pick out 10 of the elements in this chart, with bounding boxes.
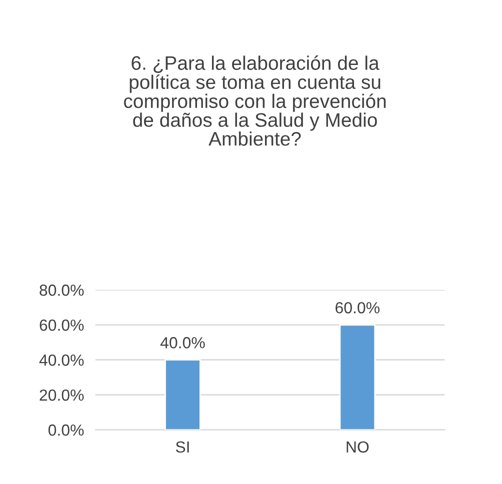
x-tick-label: SI [176,441,189,453]
chart-title: 6. ¿Para la elaboración de la política se toma en cuenta su compromiso con la prevención de daños a la Salud y Medio Ambiente? [124,55,386,146]
data-label: 40.0% [160,337,205,348]
y-tick-label: 0.0% [48,424,84,436]
y-tick-label: 20.0% [40,389,84,401]
y-tick-label: 40.0% [39,354,84,366]
y-tick-label: 60.0% [40,320,84,331]
data-label: 60.0% [336,302,380,314]
y-tick-label: 80.0% [40,284,84,296]
x-tick-label: NO [346,441,369,453]
